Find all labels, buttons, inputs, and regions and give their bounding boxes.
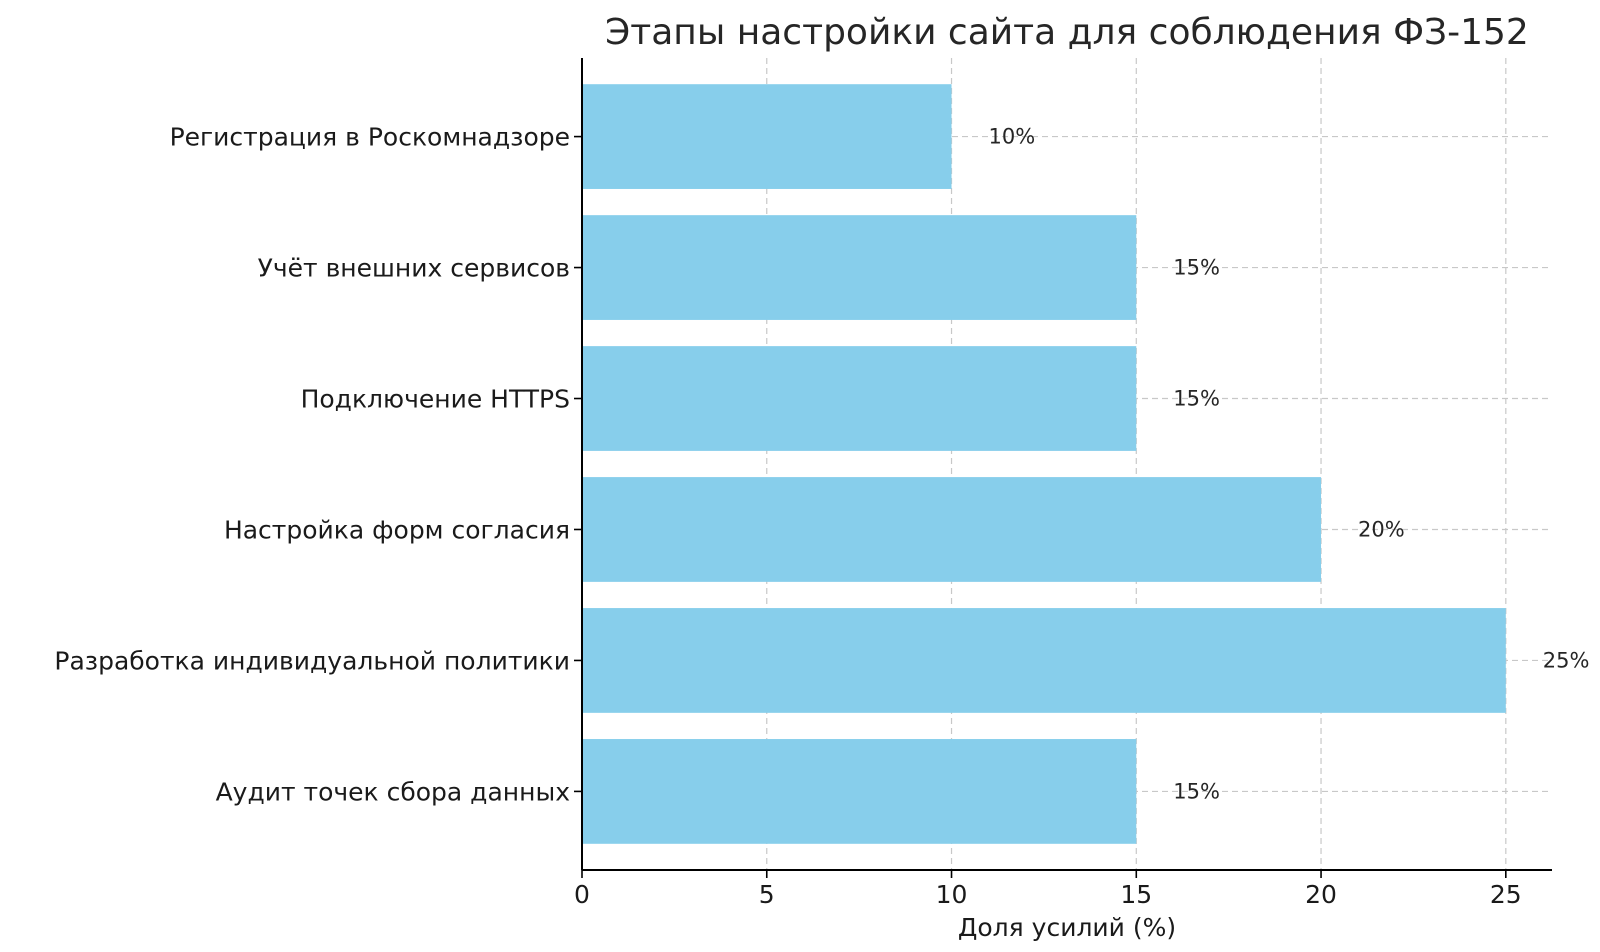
axes: [574, 58, 1552, 878]
category-label: Разработка индивидуальной политики: [54, 646, 570, 675]
x-tick-label: 20: [1305, 880, 1337, 909]
x-tick-label: 5: [759, 880, 775, 909]
x-tick-label: 15: [1120, 880, 1152, 909]
bar: [582, 608, 1506, 713]
labels: 0 5 10 15 20 25 Аудит точек сбора данных 15% Раз…: [54, 123, 1589, 909]
bar: [582, 215, 1137, 320]
bar: [582, 477, 1322, 582]
category-label: Регистрация в Роскомнадзоре: [170, 123, 570, 152]
data-label: 10%: [988, 125, 1035, 149]
category-label: Настройка форм согласия: [224, 515, 570, 544]
x-axis-title: Доля усилий (%): [958, 913, 1176, 942]
category-label: Аудит точек сбора данных: [216, 777, 570, 806]
x-tick-label: 0: [574, 880, 590, 909]
bars: [582, 84, 1506, 844]
bar: [582, 346, 1137, 451]
x-tick-label: 25: [1490, 880, 1522, 909]
x-tick-label: 10: [936, 880, 968, 909]
data-label: 15%: [1173, 779, 1220, 803]
data-label: 25%: [1543, 648, 1590, 672]
data-label: 20%: [1358, 517, 1405, 541]
category-label: Учёт внешних сервисов: [258, 254, 570, 283]
data-label: 15%: [1173, 256, 1220, 280]
data-label: 15%: [1173, 387, 1220, 411]
bar: [582, 739, 1137, 844]
chart-title: Этапы настройки сайта для соблюдения ФЗ-…: [605, 12, 1529, 53]
category-label: Подключение HTTPS: [301, 385, 570, 414]
bar: [582, 84, 952, 189]
